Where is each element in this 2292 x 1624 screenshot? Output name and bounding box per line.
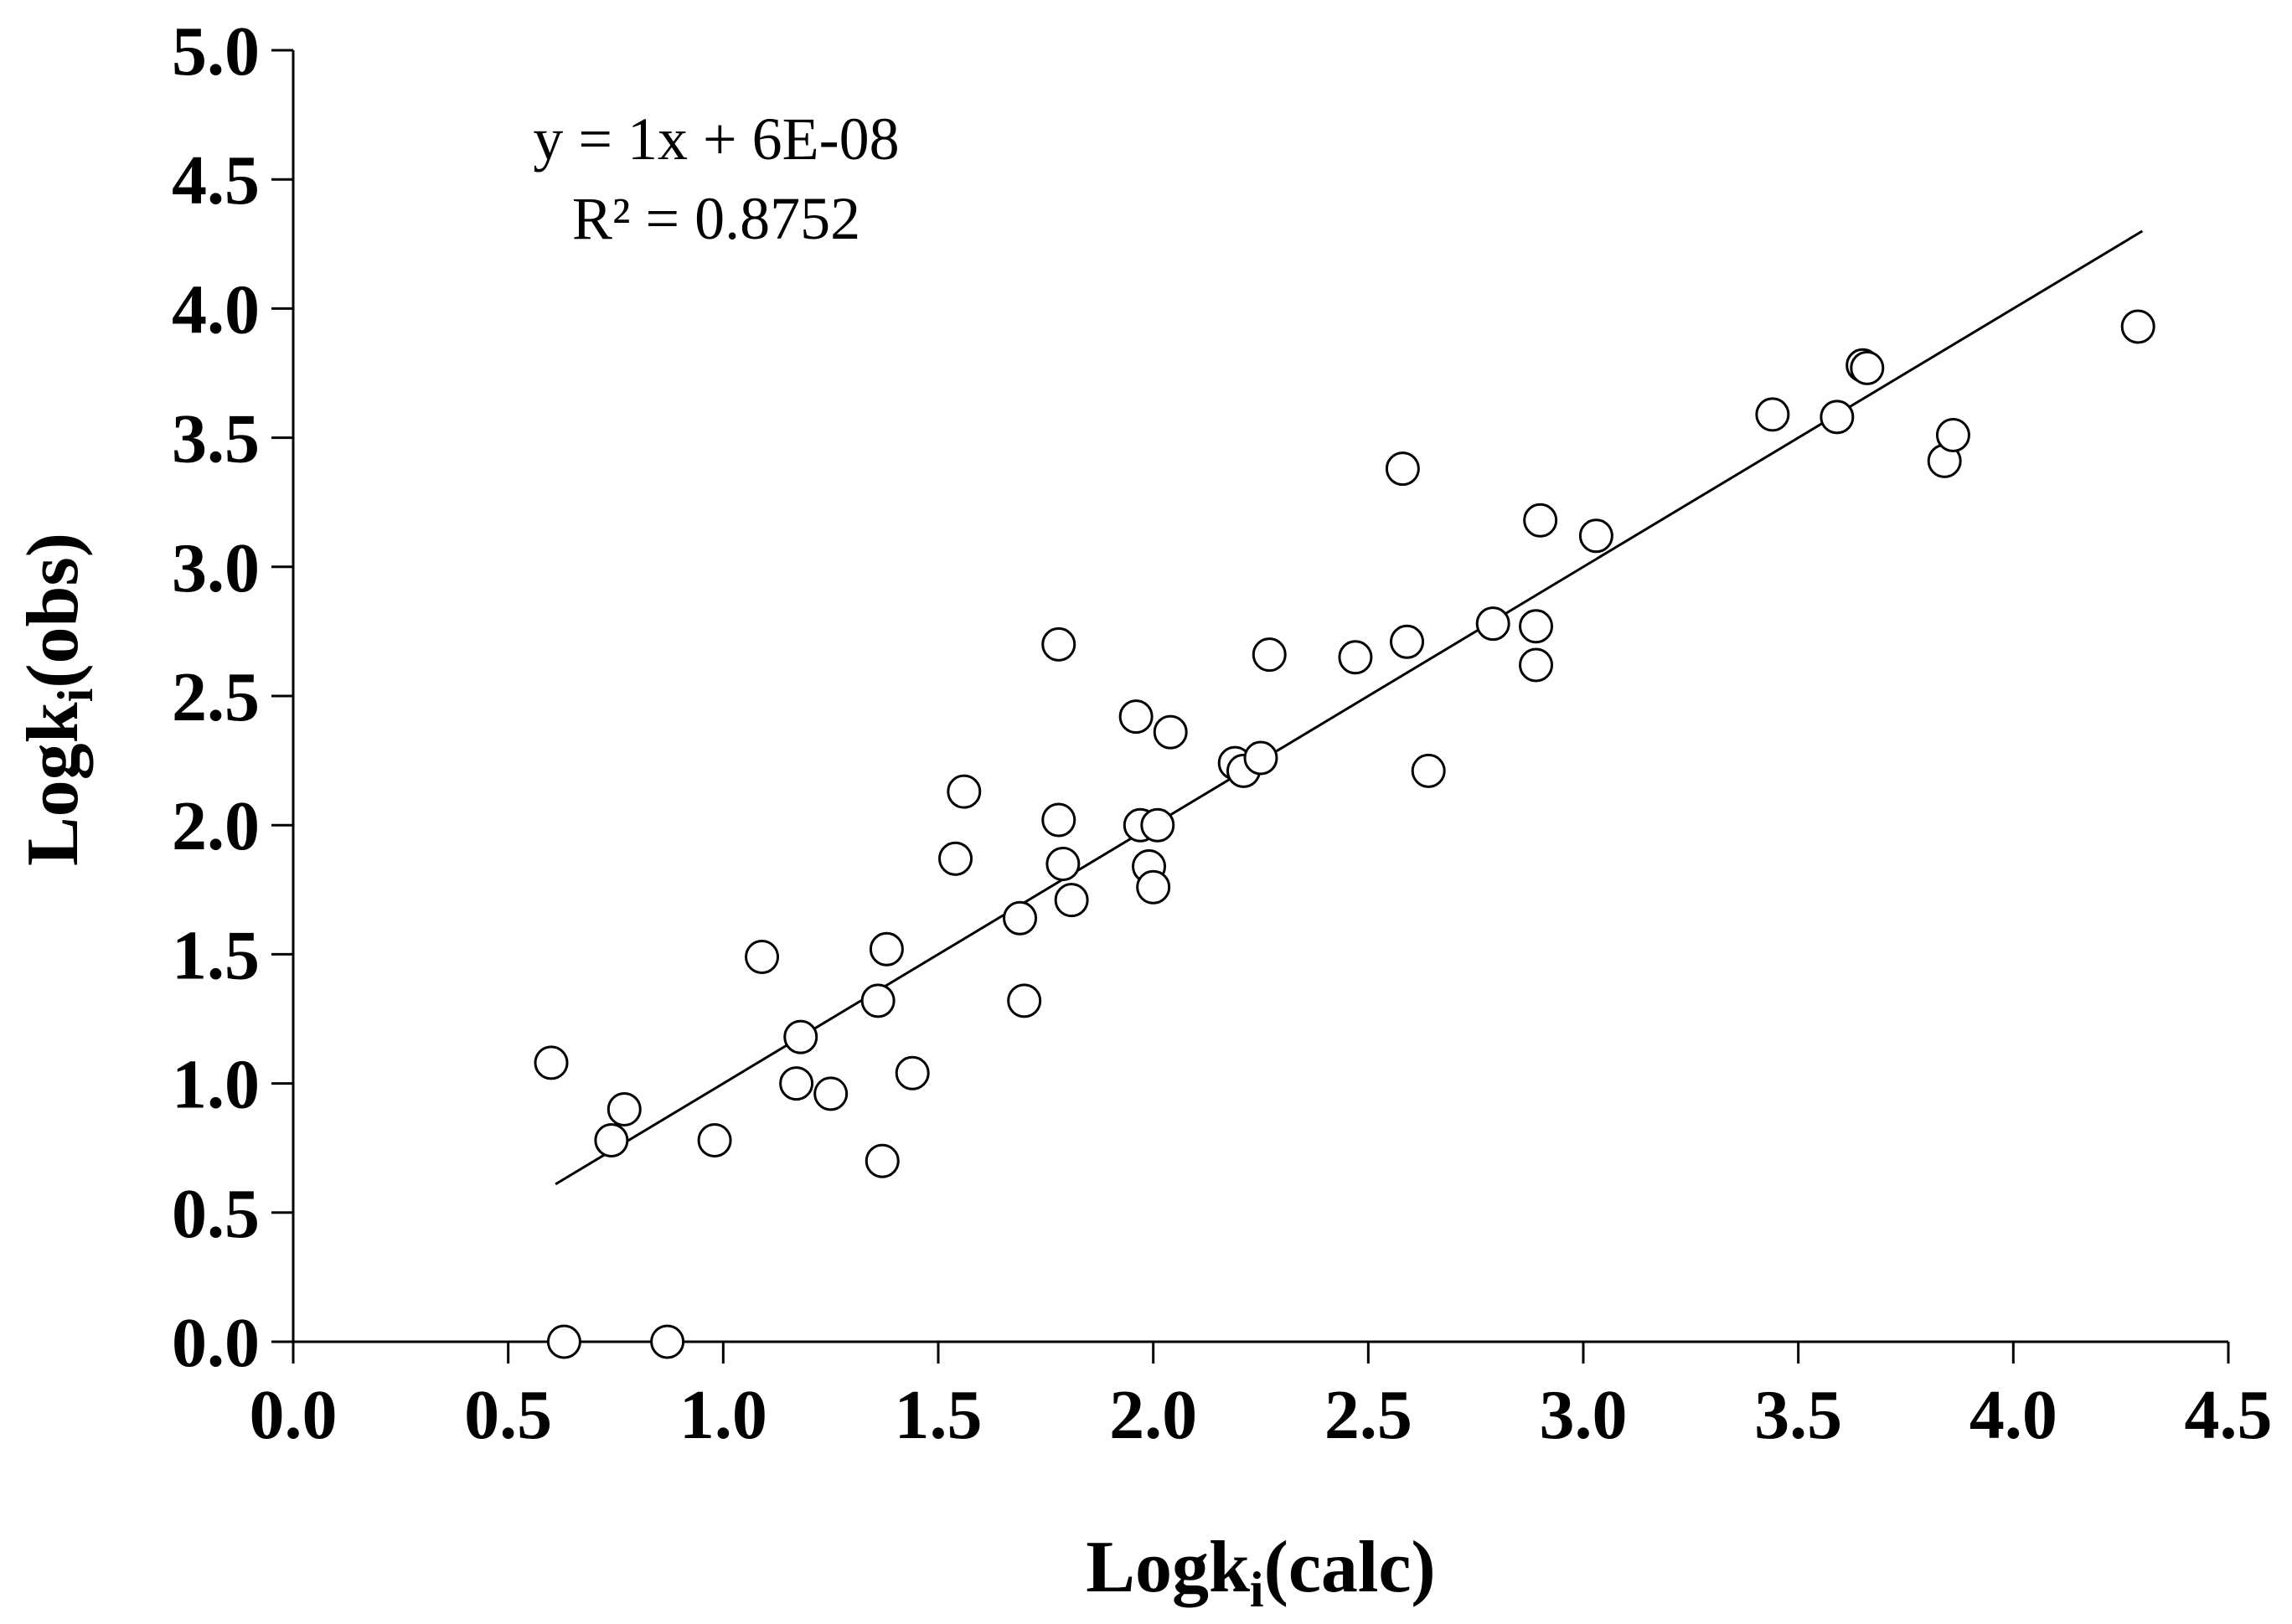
x-tick-label: 4.5 xyxy=(2185,1376,2273,1454)
data-point xyxy=(895,1055,930,1090)
trendline xyxy=(555,229,2144,1186)
data-point xyxy=(1578,518,1613,554)
data-point xyxy=(865,1143,900,1178)
data-point xyxy=(813,1076,849,1111)
data-point xyxy=(1523,503,1558,538)
data-point xyxy=(1153,714,1188,750)
data-point xyxy=(534,1045,569,1080)
data-point xyxy=(1045,846,1081,881)
data-point xyxy=(594,1122,629,1157)
y-tick-label: 0.0 xyxy=(172,1304,260,1382)
y-tick-label: 1.5 xyxy=(172,916,260,994)
data-point xyxy=(1243,740,1278,776)
data-point xyxy=(1007,983,1042,1018)
x-axis-ticks: 0.0 0.5 1.0 1.5 2.0 2.5 3.0 3.5 4.0 4.5 xyxy=(250,1342,2273,1454)
trendline-equation: y = 1x + 6E-08 xyxy=(533,106,899,173)
y-tick-label: 4.5 xyxy=(172,142,260,219)
x-tick-label: 2.0 xyxy=(1109,1376,1197,1454)
data-point xyxy=(1475,606,1510,642)
data-point xyxy=(1390,624,1425,659)
data-point xyxy=(783,1019,818,1054)
data-point xyxy=(938,841,973,876)
data-point xyxy=(1140,807,1175,843)
x-tick-label: 2.5 xyxy=(1324,1376,1412,1454)
data-points xyxy=(534,309,2155,1359)
x-axis-title: Logki(calc) xyxy=(1086,1527,1436,1617)
x-axis-title-subscript: i xyxy=(1250,1562,1264,1617)
x-tick-label: 1.5 xyxy=(895,1376,983,1454)
x-axis-title-main: Logk xyxy=(1086,1527,1250,1608)
x-tick-label: 4.0 xyxy=(1969,1376,2057,1454)
x-tick-label: 1.0 xyxy=(679,1376,767,1454)
y-axis-title: Logki(obs) xyxy=(13,533,103,866)
data-point xyxy=(697,1122,732,1157)
data-point xyxy=(860,983,896,1018)
data-point xyxy=(1385,451,1420,487)
y-axis-title-main: Logk xyxy=(13,702,94,866)
data-point xyxy=(1041,802,1076,838)
data-point xyxy=(607,1091,642,1126)
data-point xyxy=(1820,400,1855,435)
data-point xyxy=(745,939,780,974)
data-point xyxy=(2120,309,2155,344)
y-axis-title-subscript: i xyxy=(48,688,103,703)
data-point xyxy=(1519,609,1554,644)
data-point xyxy=(947,774,982,809)
y-tick-label: 1.0 xyxy=(172,1046,260,1124)
y-axis-title-suffix: (obs) xyxy=(13,533,94,688)
data-point xyxy=(1850,350,1885,385)
data-point xyxy=(1935,418,1970,453)
x-tick-label: 0.5 xyxy=(464,1376,552,1454)
y-tick-label: 5.0 xyxy=(172,13,260,90)
x-tick-label: 3.0 xyxy=(1540,1376,1628,1454)
data-point xyxy=(546,1324,581,1359)
data-point xyxy=(1252,637,1287,673)
data-point xyxy=(779,1066,814,1101)
data-point xyxy=(1003,900,1038,936)
data-point xyxy=(1041,626,1076,662)
data-point xyxy=(1338,640,1373,675)
data-point xyxy=(1054,883,1089,918)
y-tick-label: 0.5 xyxy=(172,1175,260,1253)
y-tick-label: 2.5 xyxy=(172,658,260,736)
y-tick-label: 3.0 xyxy=(172,529,260,607)
r-squared-label: R² = 0.8752 xyxy=(572,185,860,252)
data-point xyxy=(1118,699,1154,735)
y-tick-label: 4.0 xyxy=(172,271,260,348)
y-tick-label: 2.0 xyxy=(172,787,260,865)
data-point xyxy=(869,931,904,967)
data-point xyxy=(1755,397,1790,432)
data-point xyxy=(1411,753,1446,788)
data-point xyxy=(650,1324,685,1359)
data-point xyxy=(1136,869,1171,905)
x-axis-title-suffix: (calc) xyxy=(1264,1527,1436,1608)
x-tick-label: 0.0 xyxy=(250,1376,338,1454)
y-tick-label: 3.5 xyxy=(172,400,260,478)
y-axis-ticks: 0.0 0.5 1.0 1.5 2.0 2.5 3.0 3.5 4.0 4.5 5.0 xyxy=(172,13,293,1382)
x-tick-label: 3.5 xyxy=(1754,1376,1842,1454)
data-point xyxy=(1519,647,1554,683)
